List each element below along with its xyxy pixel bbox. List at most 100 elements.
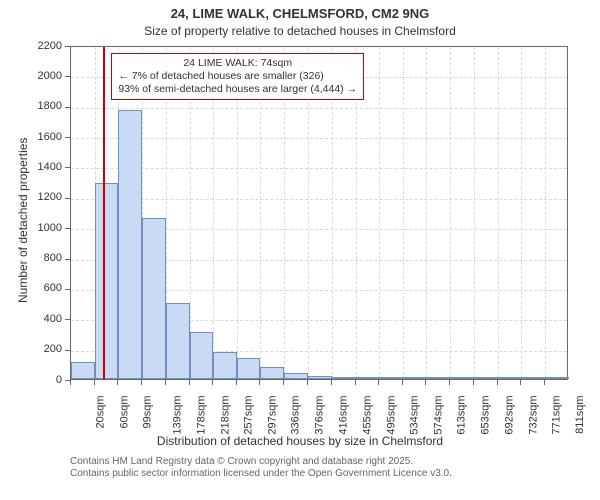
histogram-bar <box>426 377 450 379</box>
histogram-bar <box>71 362 95 379</box>
x-tick <box>94 380 95 385</box>
footer-line: Contains public sector information licen… <box>70 468 452 480</box>
x-tick <box>520 380 521 385</box>
y-axis-label: Number of detached properties <box>16 138 30 303</box>
y-tick-label: 1800 <box>38 101 62 112</box>
x-tick-label: 139sqm <box>173 396 184 435</box>
y-tick-label: 1600 <box>38 132 62 143</box>
y-tick-label: 1200 <box>38 192 62 203</box>
x-tick-label: 178sqm <box>196 396 207 435</box>
grid-line-vertical <box>474 47 475 379</box>
x-tick-label: 692sqm <box>504 396 515 435</box>
x-tick-label: 495sqm <box>386 396 397 435</box>
histogram-bar <box>190 332 213 379</box>
x-tick-label: 297sqm <box>268 396 279 435</box>
y-tick-label: 1000 <box>38 223 62 234</box>
histogram-bar <box>356 377 379 379</box>
x-tick-label: 376sqm <box>315 396 326 435</box>
x-tick-label: 218sqm <box>220 396 231 435</box>
grid-line-horizontal <box>71 138 567 139</box>
y-tick <box>65 76 70 77</box>
x-tick-label: 653sqm <box>481 396 492 435</box>
x-tick <box>70 380 71 385</box>
x-axis-label: Distribution of detached houses by size … <box>0 434 600 448</box>
x-tick-label: 416sqm <box>339 396 350 435</box>
grid-line-horizontal <box>71 168 567 169</box>
footer-line: Contains HM Land Registry data © Crown c… <box>70 456 452 468</box>
x-tick <box>165 380 166 385</box>
x-tick-label: 20sqm <box>96 396 107 429</box>
x-tick-label: 257sqm <box>244 396 255 435</box>
y-tick <box>65 198 70 199</box>
y-tick <box>65 228 70 229</box>
grid-line-vertical <box>450 47 451 379</box>
y-tick-label: 1400 <box>38 162 62 173</box>
grid-line-vertical <box>521 47 522 379</box>
y-tick-label: 200 <box>44 344 62 355</box>
histogram-bar <box>403 377 426 379</box>
grid-line-vertical <box>498 47 499 379</box>
x-tick <box>355 380 356 385</box>
grid-line-vertical <box>379 47 380 379</box>
x-tick <box>236 380 237 385</box>
x-tick <box>212 380 213 385</box>
x-tick <box>189 380 190 385</box>
annotation-line: 24 LIME WALK: 74sqm <box>118 57 357 70</box>
x-tick <box>259 380 260 385</box>
x-tick-label: 534sqm <box>410 396 421 435</box>
x-tick-label: 60sqm <box>120 396 131 429</box>
grid-line-vertical <box>545 47 546 379</box>
x-tick-label: 771sqm <box>552 396 563 435</box>
x-tick <box>473 380 474 385</box>
grid-line-horizontal <box>71 199 567 200</box>
histogram-bar <box>308 376 331 379</box>
reference-marker-line <box>103 47 105 379</box>
y-tick <box>65 167 70 168</box>
grid-line-vertical <box>426 47 427 379</box>
grid-line-horizontal <box>71 108 567 109</box>
y-tick <box>65 289 70 290</box>
x-tick-label: 574sqm <box>434 396 445 435</box>
chart-subtitle: Size of property relative to detached ho… <box>0 24 600 38</box>
histogram-bar <box>498 377 521 379</box>
x-tick <box>141 380 142 385</box>
annotation-box: 24 LIME WALK: 74sqm← 7% of detached hous… <box>111 53 364 100</box>
x-tick <box>425 380 426 385</box>
x-tick <box>331 380 332 385</box>
y-tick-label: 2000 <box>38 71 62 82</box>
x-tick <box>449 380 450 385</box>
footer-credits: Contains HM Land Registry data © Crown c… <box>70 456 452 480</box>
x-tick <box>497 380 498 385</box>
x-tick-label: 455sqm <box>362 396 373 435</box>
annotation-line: ← 7% of detached houses are smaller (326… <box>118 70 357 83</box>
y-tick-label: 600 <box>44 283 62 294</box>
x-tick <box>378 380 379 385</box>
y-tick <box>65 46 70 47</box>
chart-container: 24, LIME WALK, CHELMSFORD, CM2 9NG Size … <box>0 0 600 500</box>
y-tick-label: 2200 <box>38 41 62 52</box>
chart-title: 24, LIME WALK, CHELMSFORD, CM2 9NG <box>0 6 600 21</box>
x-tick-label: 613sqm <box>457 396 468 435</box>
y-tick <box>65 319 70 320</box>
histogram-bar <box>521 377 545 379</box>
plot-area: 24 LIME WALK: 74sqm← 7% of detached hous… <box>70 46 568 380</box>
histogram-bar <box>332 377 356 379</box>
x-tick <box>544 380 545 385</box>
x-tick <box>283 380 284 385</box>
x-tick <box>402 380 403 385</box>
histogram-bar <box>118 110 142 379</box>
x-tick <box>307 380 308 385</box>
histogram-bar <box>260 367 284 379</box>
x-tick-label: 811sqm <box>575 396 586 434</box>
grid-line-vertical <box>403 47 404 379</box>
histogram-bar <box>379 377 403 379</box>
annotation-line: 93% of semi-detached houses are larger (… <box>118 83 357 96</box>
histogram-bar <box>545 377 569 379</box>
x-tick-label: 336sqm <box>291 396 302 435</box>
y-tick-label: 800 <box>44 253 62 264</box>
y-tick <box>65 259 70 260</box>
histogram-bar <box>237 358 260 379</box>
y-tick <box>65 107 70 108</box>
histogram-bar <box>450 377 473 379</box>
histogram-bar <box>474 377 498 379</box>
